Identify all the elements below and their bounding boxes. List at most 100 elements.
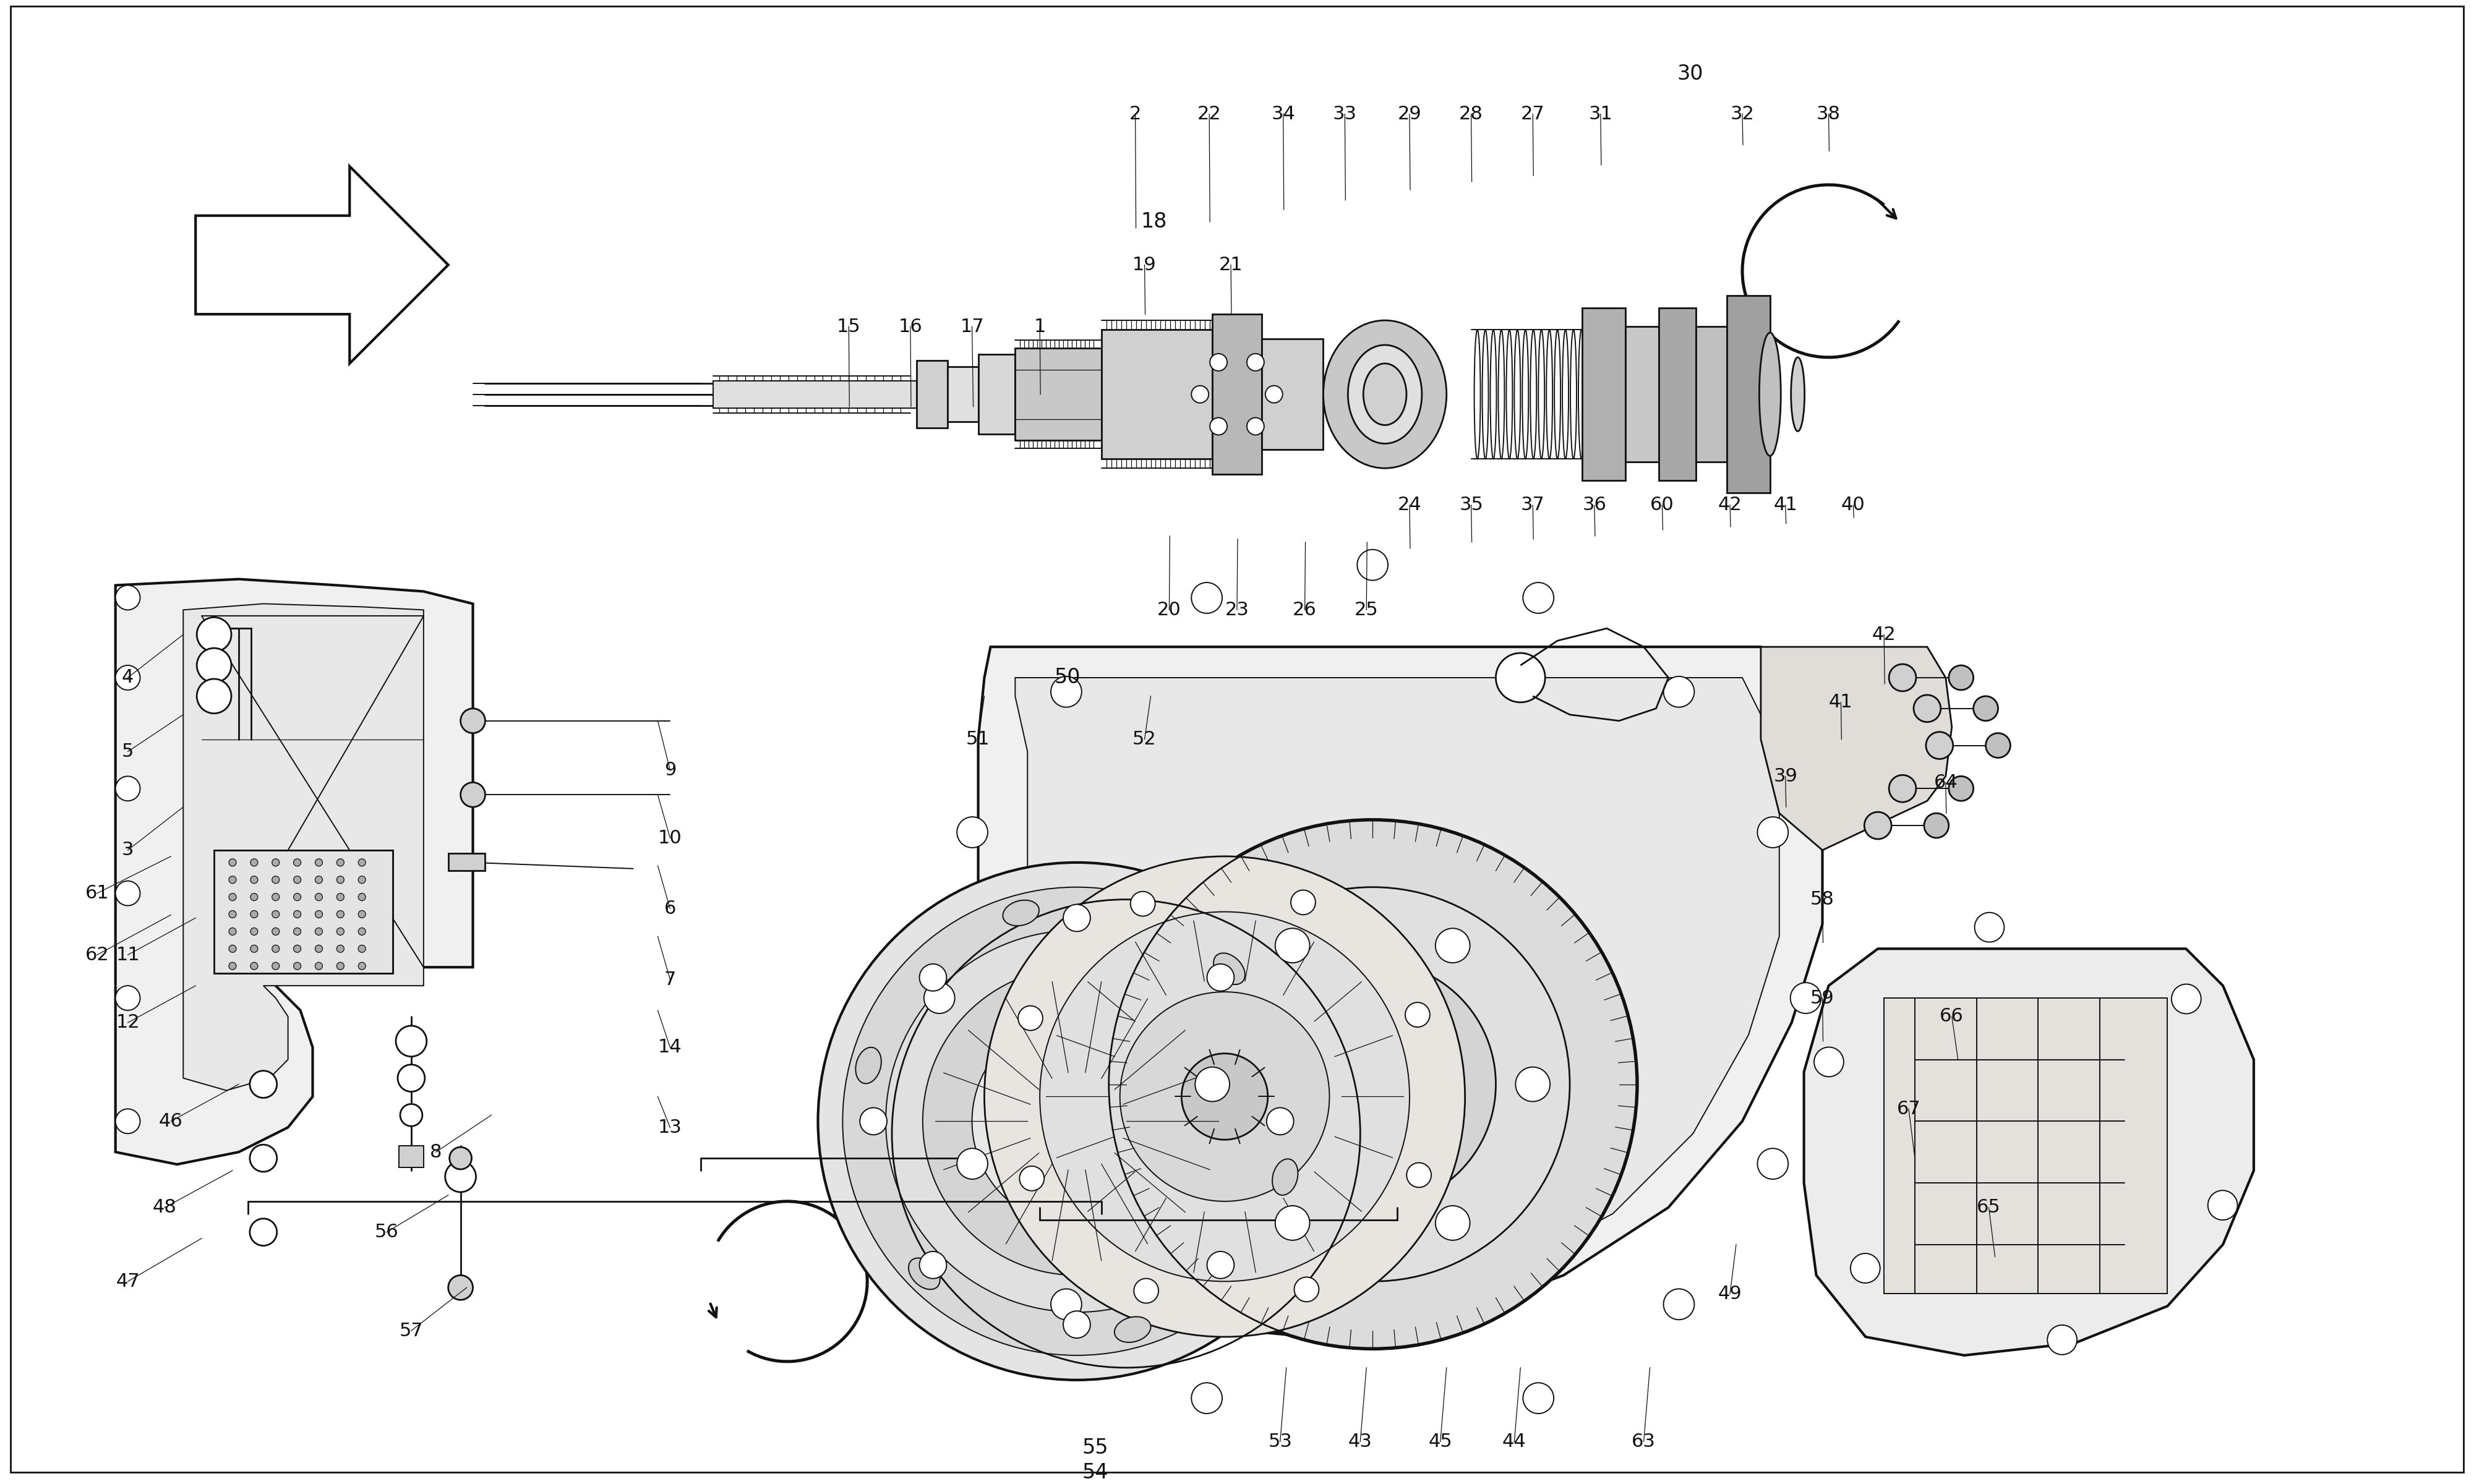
- Text: 11: 11: [116, 945, 139, 965]
- Circle shape: [294, 945, 302, 953]
- Ellipse shape: [1002, 901, 1039, 926]
- Circle shape: [448, 1275, 473, 1300]
- Circle shape: [314, 911, 322, 919]
- Circle shape: [398, 1064, 426, 1092]
- Circle shape: [1274, 1205, 1309, 1241]
- Text: 44: 44: [1502, 1432, 1526, 1450]
- Text: 57: 57: [398, 1322, 423, 1340]
- Text: 60: 60: [1650, 496, 1675, 513]
- Circle shape: [1064, 1310, 1091, 1339]
- Text: 42: 42: [1873, 626, 1895, 644]
- Circle shape: [861, 1107, 888, 1135]
- Circle shape: [450, 1147, 473, 1169]
- Circle shape: [250, 911, 257, 919]
- Circle shape: [336, 911, 344, 919]
- Circle shape: [1663, 677, 1695, 708]
- Circle shape: [460, 708, 485, 733]
- Circle shape: [359, 876, 366, 883]
- Circle shape: [1912, 695, 1940, 723]
- Circle shape: [2207, 1190, 2236, 1220]
- Circle shape: [923, 982, 955, 1014]
- Circle shape: [336, 962, 344, 969]
- Circle shape: [314, 893, 322, 901]
- Text: 14: 14: [658, 1039, 683, 1057]
- Text: 20: 20: [1158, 601, 1180, 619]
- Bar: [1885, 999, 2167, 1294]
- Text: 23: 23: [1225, 601, 1249, 619]
- Circle shape: [1925, 732, 1952, 758]
- Text: 49: 49: [1717, 1285, 1742, 1303]
- Circle shape: [336, 876, 344, 883]
- Circle shape: [886, 930, 1267, 1312]
- Text: 24: 24: [1398, 496, 1423, 513]
- Circle shape: [1813, 1048, 1843, 1077]
- Text: 3: 3: [121, 841, 134, 859]
- Text: 46: 46: [158, 1113, 183, 1131]
- Text: 54: 54: [1081, 1462, 1108, 1483]
- Circle shape: [294, 927, 302, 935]
- Ellipse shape: [1363, 364, 1405, 424]
- Circle shape: [1183, 1054, 1267, 1140]
- Circle shape: [1121, 991, 1329, 1202]
- Bar: [948, 367, 977, 421]
- Circle shape: [957, 816, 987, 847]
- Circle shape: [1925, 813, 1950, 838]
- Text: 64: 64: [1935, 773, 1957, 791]
- Text: 65: 65: [1977, 1199, 2001, 1217]
- Circle shape: [819, 862, 1336, 1380]
- Circle shape: [228, 962, 235, 969]
- Text: 41: 41: [1828, 693, 1853, 711]
- Text: 45: 45: [1427, 1432, 1452, 1450]
- Circle shape: [336, 893, 344, 901]
- Circle shape: [272, 893, 280, 901]
- Circle shape: [228, 893, 235, 901]
- Circle shape: [228, 859, 235, 867]
- Polygon shape: [1761, 647, 1952, 850]
- Circle shape: [923, 968, 1232, 1275]
- Circle shape: [272, 876, 280, 883]
- Circle shape: [1435, 1205, 1470, 1241]
- Circle shape: [314, 876, 322, 883]
- Circle shape: [1019, 1166, 1044, 1190]
- Text: 7: 7: [663, 971, 675, 988]
- Circle shape: [250, 1144, 277, 1172]
- Text: 28: 28: [1460, 105, 1484, 123]
- Bar: [1727, 295, 1769, 493]
- Circle shape: [920, 1251, 948, 1279]
- Text: 4: 4: [121, 669, 134, 687]
- Bar: [713, 381, 915, 408]
- Ellipse shape: [1348, 344, 1423, 444]
- Text: 10: 10: [658, 830, 683, 847]
- Circle shape: [1207, 1251, 1235, 1279]
- Circle shape: [1950, 665, 1974, 690]
- Text: 63: 63: [1633, 1432, 1655, 1450]
- Circle shape: [1192, 386, 1210, 404]
- Text: 31: 31: [1588, 105, 1613, 123]
- Circle shape: [1865, 812, 1893, 838]
- Circle shape: [294, 876, 302, 883]
- Text: 8: 8: [430, 1143, 443, 1160]
- Circle shape: [1791, 982, 1821, 1014]
- Circle shape: [1267, 1107, 1294, 1135]
- Circle shape: [1890, 665, 1915, 692]
- Circle shape: [1274, 929, 1309, 963]
- Text: 39: 39: [1774, 767, 1799, 785]
- Circle shape: [1264, 386, 1282, 404]
- Text: 61: 61: [84, 884, 109, 902]
- Circle shape: [1497, 653, 1546, 702]
- Circle shape: [1974, 913, 2004, 942]
- Circle shape: [1757, 816, 1789, 847]
- Polygon shape: [116, 579, 473, 1165]
- Circle shape: [1247, 353, 1264, 371]
- Circle shape: [359, 911, 366, 919]
- Text: 55: 55: [1081, 1438, 1108, 1457]
- Bar: [215, 850, 393, 974]
- Text: 35: 35: [1460, 496, 1484, 513]
- Bar: [1101, 329, 1212, 459]
- Circle shape: [1663, 1290, 1695, 1319]
- Bar: [1697, 326, 1727, 462]
- Circle shape: [250, 893, 257, 901]
- Circle shape: [1064, 904, 1091, 932]
- Circle shape: [1358, 549, 1388, 580]
- Bar: [448, 853, 485, 871]
